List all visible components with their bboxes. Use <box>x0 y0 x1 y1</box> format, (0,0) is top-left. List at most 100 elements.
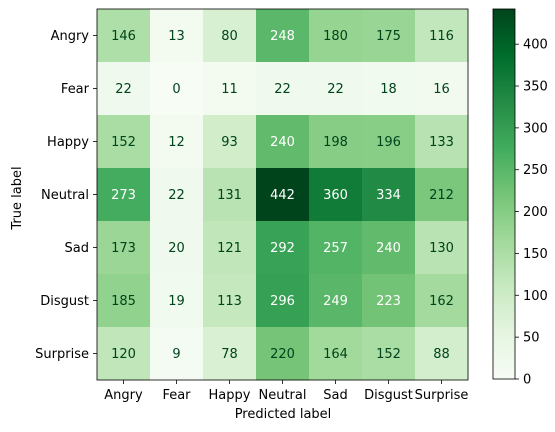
heatmap-cell <box>203 221 257 275</box>
cell-value-label: 212 <box>429 188 454 203</box>
cell-value-label: 220 <box>270 347 295 362</box>
y-tick-label: Disgust <box>40 294 89 309</box>
heatmap-cell <box>97 168 151 222</box>
heatmap-cell <box>309 168 363 222</box>
cell-value-label: 18 <box>380 82 397 97</box>
cell-value-label: 180 <box>323 29 348 44</box>
x-tick-label: Fear <box>162 388 191 403</box>
heatmap-cell <box>362 62 416 116</box>
heatmap-cell <box>150 274 204 328</box>
colorbar-tick-label: 300 <box>523 121 548 136</box>
cell-value-label: 120 <box>111 347 136 362</box>
cell-value-label: 113 <box>217 294 242 309</box>
cell-value-label: 240 <box>376 241 401 256</box>
heatmap-cell <box>309 274 363 328</box>
colorbar-tick-label: 200 <box>523 205 548 220</box>
heatmap-cell <box>97 274 151 328</box>
heatmap-cell <box>256 168 310 222</box>
heatmap-cell <box>203 168 257 222</box>
y-axis-ticks: Angry Fear Happy Neutral Sad Disgust Surprise <box>35 29 97 362</box>
y-tick-label: Fear <box>61 82 90 97</box>
x-tick-label: Surprise <box>415 388 469 403</box>
cell-value-label: 22 <box>327 82 344 97</box>
cell-value-label: 296 <box>270 294 295 309</box>
cell-value-label: 133 <box>429 135 454 150</box>
heatmap-cell <box>256 115 310 169</box>
heatmap-cell <box>256 62 310 116</box>
cell-value-label: 257 <box>323 241 348 256</box>
y-tick-label: Happy <box>47 135 89 150</box>
heatmap-cell <box>415 9 469 63</box>
heatmap-cell <box>203 327 257 381</box>
cell-value-label: 16 <box>433 82 450 97</box>
heatmap-cell <box>309 221 363 275</box>
cell-value-label: 116 <box>429 29 454 44</box>
cell-value-label: 20 <box>168 241 185 256</box>
y-axis-label: True label <box>10 166 25 230</box>
cell-value-label: 22 <box>168 188 185 203</box>
heatmap-cell <box>362 221 416 275</box>
colorbar-tick-label: 50 <box>523 331 540 346</box>
cell-value-label: 146 <box>111 29 136 44</box>
heatmap-cell <box>256 327 310 381</box>
heatmap-cell <box>309 115 363 169</box>
colorbar-tick-label: 0 <box>523 373 531 388</box>
heatmap-cell <box>97 62 151 116</box>
heatmap-cell <box>150 168 204 222</box>
heatmap-cell <box>203 9 257 63</box>
cell-value-label: 13 <box>168 29 185 44</box>
heatmap-cell <box>415 274 469 328</box>
heatmap-cell <box>150 221 204 275</box>
cell-value-label: 198 <box>323 135 348 150</box>
heatmap-cell <box>150 9 204 63</box>
cell-value-label: 12 <box>168 135 185 150</box>
heatmap-cell <box>309 327 363 381</box>
y-tick-label: Surprise <box>35 347 89 362</box>
heatmap-cell <box>97 115 151 169</box>
cell-value-label: 152 <box>376 347 401 362</box>
x-axis-ticks: Angry Fear Happy Neutral Sad Disgust Surprise <box>104 380 468 403</box>
heatmap-cell <box>415 62 469 116</box>
colorbar-ticks: 0 50 100 150 200 250 300 350 400 <box>515 38 548 388</box>
heatmap-cell <box>362 115 416 169</box>
heatmap-cell <box>150 115 204 169</box>
heatmap-cell <box>362 274 416 328</box>
cell-value-label: 164 <box>323 347 348 362</box>
x-tick-label: Sad <box>323 388 347 403</box>
cell-value-label: 175 <box>376 29 401 44</box>
y-tick-label: Sad <box>65 241 89 256</box>
cell-value-label: 196 <box>376 135 401 150</box>
cell-value-label: 130 <box>429 241 454 256</box>
cell-value-label: 173 <box>111 241 136 256</box>
colorbar-tick-label: 400 <box>523 38 548 53</box>
heatmap-cell <box>362 9 416 63</box>
cell-value-label: 273 <box>111 188 136 203</box>
heatmap-cell <box>203 274 257 328</box>
y-tick-label: Neutral <box>41 188 89 203</box>
heatmap-cell <box>203 62 257 116</box>
heatmap-cell <box>362 327 416 381</box>
heatmap-cell <box>415 115 469 169</box>
cell-value-label: 162 <box>429 294 454 309</box>
cell-value-label: 152 <box>111 135 136 150</box>
heatmap-cell <box>309 62 363 116</box>
x-axis-label: Predicted label <box>235 407 332 422</box>
heatmap-cell <box>97 221 151 275</box>
cell-value-label: 223 <box>376 294 401 309</box>
heatmap-cell <box>415 168 469 222</box>
cell-value-label: 22 <box>274 82 291 97</box>
x-tick-label: Happy <box>209 388 251 403</box>
cell-value-label: 185 <box>111 294 136 309</box>
heatmap-cell <box>150 327 204 381</box>
cell-value-label: 334 <box>376 188 401 203</box>
heatmap-cell <box>415 327 469 381</box>
colorbar-tick-label: 100 <box>523 289 548 304</box>
y-tick-label: Angry <box>51 29 90 44</box>
cell-value-label: 240 <box>270 135 295 150</box>
cell-value-label: 88 <box>433 347 450 362</box>
colorbar <box>492 8 516 380</box>
cell-value-label: 131 <box>217 188 242 203</box>
x-tick-label: Angry <box>104 388 143 403</box>
